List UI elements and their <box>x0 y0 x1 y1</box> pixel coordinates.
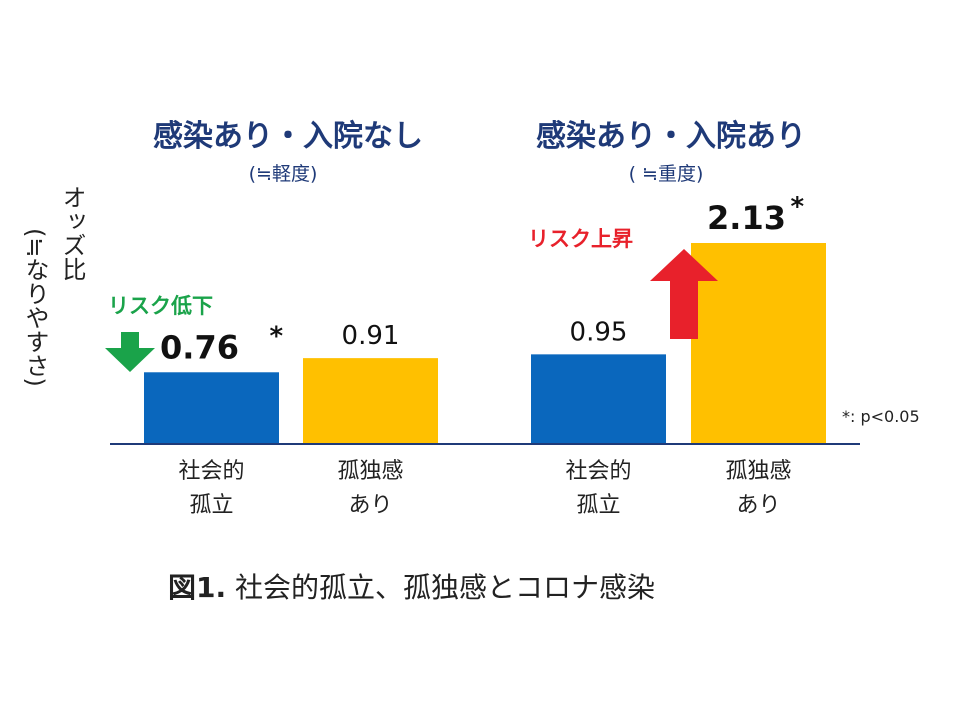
panel-title: 感染あり・入院あり <box>536 119 806 154</box>
category-label: あり <box>348 493 392 518</box>
bar <box>303 358 438 444</box>
panel-title: 感染あり・入院なし <box>153 119 423 154</box>
callout-risk-down: リスク低下 <box>108 294 213 318</box>
panel-subtitle: (≒軽度) <box>249 163 318 185</box>
category-label: 孤立 <box>189 493 233 518</box>
arrow-down-icon <box>105 332 155 372</box>
panel-subtitle: ( ≒重度) <box>629 163 704 185</box>
caption-label: 図1. <box>168 571 226 604</box>
arrow-up-icon <box>650 249 718 339</box>
data-label: 0.95 <box>570 317 628 347</box>
callout-risk-up: リスク上昇 <box>528 227 633 251</box>
bar <box>144 372 279 444</box>
data-label: 0.76 <box>160 328 239 366</box>
data-label: 0.91 <box>342 321 400 351</box>
y-axis-note: (≒なりやすさ) <box>21 228 49 387</box>
category-label: 孤独感 <box>725 459 791 484</box>
bar <box>691 243 826 444</box>
category-label: 社会的 <box>178 459 244 484</box>
y-axis-label: オッズ比 <box>58 185 86 281</box>
significance-star: * <box>270 321 284 351</box>
bar <box>531 354 666 444</box>
significance-note: *: p<0.05 <box>842 407 920 426</box>
figure-caption: 図1. 社会的孤立、孤独感とコロナ感染 <box>168 571 655 604</box>
category-label: あり <box>736 493 780 518</box>
category-label: 社会的 <box>565 459 631 484</box>
data-label: 2.13 <box>707 199 786 237</box>
caption-text: 社会的孤立、孤独感とコロナ感染 <box>226 571 655 604</box>
significance-star: * <box>791 192 805 222</box>
category-label: 孤独感 <box>337 459 403 484</box>
category-label: 孤立 <box>576 493 620 518</box>
